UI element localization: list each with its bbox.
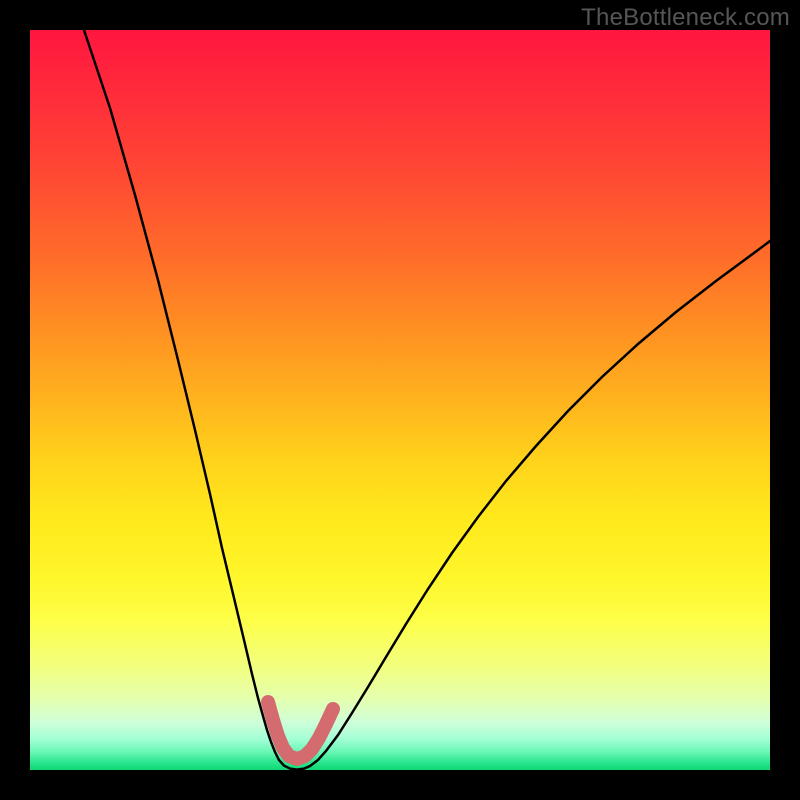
bottleneck-chart xyxy=(0,0,800,800)
chart-stage: TheBottleneck.com xyxy=(0,0,800,800)
chart-plot-area xyxy=(30,30,770,770)
watermark-label: TheBottleneck.com xyxy=(581,4,790,32)
